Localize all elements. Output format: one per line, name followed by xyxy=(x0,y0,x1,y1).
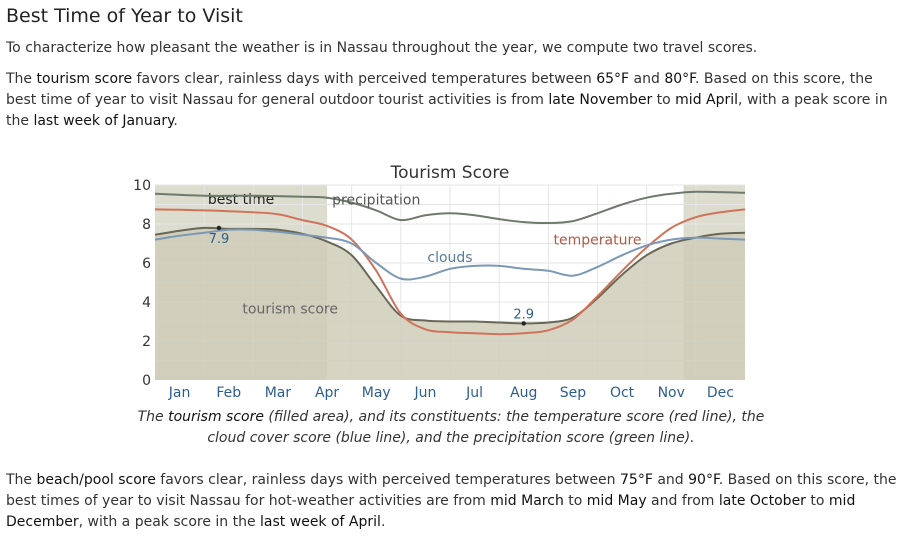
clouds-line xyxy=(154,228,746,281)
term: 80°F xyxy=(664,71,695,87)
x-month-label: Aug xyxy=(510,385,537,401)
x-month-label: Jul xyxy=(465,385,483,401)
text: to xyxy=(652,92,676,108)
x-month-label: Apr xyxy=(315,385,339,401)
text: The xyxy=(6,71,37,87)
term: mid March xyxy=(490,493,564,509)
term: late October xyxy=(718,493,806,509)
series-label: tourism score xyxy=(242,302,338,318)
text: and xyxy=(629,71,665,87)
x-month-label: Jun xyxy=(413,385,436,401)
y-tick-label: 2 xyxy=(142,334,151,350)
text: . xyxy=(173,113,178,129)
term: last week of January xyxy=(33,113,174,129)
series-label: precipitation xyxy=(332,193,420,209)
x-month-label: Oct xyxy=(610,385,635,401)
x-month-label: Jan xyxy=(168,385,191,401)
text: The xyxy=(137,409,169,425)
y-tick-label: 10 xyxy=(133,178,151,194)
y-tick-label: 6 xyxy=(142,256,151,272)
tourism-score-area xyxy=(155,227,745,380)
tourism-score-chart: Tourism Score best time precipitation clo… xyxy=(133,163,746,401)
x-month-label: Nov xyxy=(658,385,685,401)
y-tick-label: 0 xyxy=(142,373,151,389)
text: , with a peak score in the xyxy=(6,92,888,129)
term: mid April xyxy=(675,92,739,108)
text: The xyxy=(6,472,37,488)
term: 90°F xyxy=(688,472,719,488)
text: to xyxy=(563,493,587,509)
text: and xyxy=(652,472,689,488)
term: 75°F xyxy=(620,472,653,488)
term: 65°F xyxy=(596,71,630,87)
x-month-label: Dec xyxy=(707,385,734,401)
series-label: clouds xyxy=(427,250,472,266)
page-heading: Best Time of Year to Visit xyxy=(6,5,243,27)
best-time-label: best time xyxy=(208,192,274,208)
term: mid December xyxy=(6,493,856,530)
text: and from xyxy=(646,493,719,509)
annotation-label: 7.9 xyxy=(209,232,230,247)
text: favors clear, rainless days with perceiv… xyxy=(132,71,597,87)
text: (filled area), and its constituents: the… xyxy=(207,409,765,446)
annotation-point xyxy=(216,225,222,231)
term: mid May xyxy=(586,493,647,509)
x-month-label: Feb xyxy=(216,385,241,401)
annotation-label: 2.9 xyxy=(513,307,534,322)
series-label: temperature xyxy=(554,232,642,248)
y-tick-label: 8 xyxy=(142,217,151,233)
term: tourism score xyxy=(36,71,133,87)
beach-paragraph: The beach/pool score favors clear, rainl… xyxy=(6,470,901,533)
chart-title: Tourism Score xyxy=(390,163,510,183)
term: late November xyxy=(548,92,653,108)
chart-caption: The tourism score (filled area), and its… xyxy=(120,407,782,449)
term: tourism score xyxy=(168,409,264,425)
temperature-line xyxy=(154,208,746,336)
x-month-label: Sep xyxy=(560,385,587,401)
text: to xyxy=(805,493,829,509)
x-month-label: May xyxy=(362,385,391,401)
intro-paragraph: To characterize how pleasant the weather… xyxy=(6,40,758,56)
text: favors clear, rainless days with perceiv… xyxy=(155,472,620,488)
term: beach/pool score xyxy=(36,472,156,488)
precipitation-line xyxy=(154,190,746,225)
term: last week of April xyxy=(260,514,381,530)
text: . Based on this score, the best times of… xyxy=(6,472,897,509)
tourism-paragraph: The tourism score favors clear, rainless… xyxy=(6,69,901,132)
text: , with a peak score in the xyxy=(78,514,261,530)
y-tick-label: 4 xyxy=(142,295,151,311)
text: . Based on this score, the best time of … xyxy=(6,71,873,108)
annotation-point xyxy=(521,321,526,326)
x-month-label: Mar xyxy=(265,385,292,401)
text: . xyxy=(380,514,386,530)
